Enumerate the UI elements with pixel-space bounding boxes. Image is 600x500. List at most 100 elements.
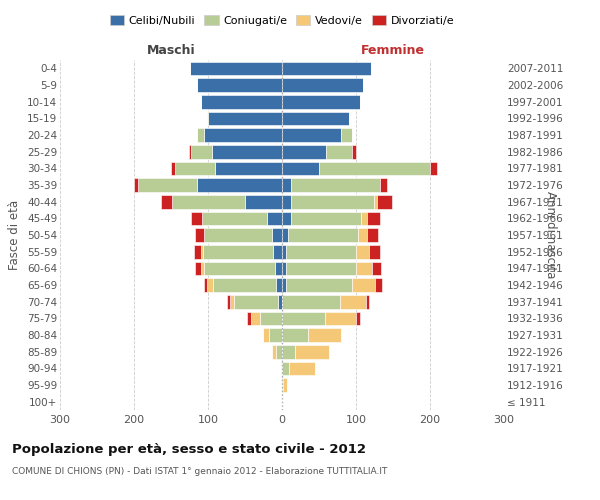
Bar (365, 295, 370, 308)
Bar (282, 95, 360, 108)
Bar (291, 195, 374, 208)
Bar (171, 162, 175, 175)
Bar (245, 195, 282, 208)
Bar (269, 328, 282, 342)
Bar (380, 178, 387, 192)
Bar (374, 195, 377, 208)
Bar (326, 145, 352, 158)
Bar (202, 212, 267, 225)
Bar (204, 262, 275, 275)
Bar (291, 178, 380, 192)
Bar (172, 195, 245, 208)
Bar (161, 195, 172, 208)
Bar (291, 212, 361, 225)
Bar (251, 312, 260, 325)
Bar (275, 262, 282, 275)
Bar (374, 278, 382, 292)
Bar (194, 262, 200, 275)
Bar (227, 295, 230, 308)
Bar (230, 295, 234, 308)
Bar (272, 345, 276, 358)
Bar (325, 312, 356, 325)
Bar (377, 195, 392, 208)
Bar (207, 278, 213, 292)
Bar (234, 295, 278, 308)
Bar (282, 278, 286, 292)
Bar (282, 195, 291, 208)
Bar (278, 295, 282, 308)
Bar (206, 112, 208, 125)
Bar (203, 228, 272, 242)
Bar (212, 145, 282, 158)
Bar (260, 312, 282, 325)
Bar (282, 212, 291, 225)
Text: Maschi: Maschi (146, 44, 196, 57)
Bar (282, 345, 295, 358)
Bar (134, 178, 138, 192)
Text: COMUNE DI CHIONS (PN) - Dati ISTAT 1° gennaio 2012 - Elaborazione TUTTITALIA.IT: COMUNE DI CHIONS (PN) - Dati ISTAT 1° ge… (12, 468, 388, 476)
Bar (358, 228, 367, 242)
Bar (356, 245, 370, 258)
Bar (200, 95, 282, 108)
Bar (282, 112, 349, 125)
Bar (215, 162, 282, 175)
Bar (282, 128, 341, 142)
Y-axis label: Fasce di età: Fasce di età (8, 200, 22, 270)
Bar (286, 245, 356, 258)
Bar (190, 62, 282, 75)
Bar (189, 145, 191, 158)
Bar (367, 212, 380, 225)
Bar (282, 295, 340, 308)
Bar (430, 162, 437, 175)
Bar (282, 62, 371, 75)
Bar (289, 362, 316, 375)
Bar (282, 228, 288, 242)
Bar (204, 128, 282, 142)
Bar (282, 178, 291, 192)
Bar (213, 278, 276, 292)
Bar (282, 312, 325, 325)
Bar (197, 178, 282, 192)
Bar (197, 78, 282, 92)
Bar (282, 378, 283, 392)
Bar (282, 162, 319, 175)
Bar (281, 362, 282, 375)
Bar (308, 328, 341, 342)
Bar (340, 295, 365, 308)
Bar (208, 112, 282, 125)
Bar (370, 245, 380, 258)
Text: Popolazione per età, sesso e stato civile - 2012: Popolazione per età, sesso e stato civil… (12, 442, 366, 456)
Bar (203, 278, 207, 292)
Bar (282, 245, 286, 258)
Bar (352, 278, 374, 292)
Bar (282, 262, 286, 275)
Bar (175, 162, 215, 175)
Bar (361, 212, 367, 225)
Bar (263, 328, 269, 342)
Bar (194, 245, 202, 258)
Bar (202, 245, 203, 258)
Bar (276, 345, 282, 358)
Bar (286, 278, 352, 292)
Text: Femmine: Femmine (361, 44, 425, 57)
Bar (341, 128, 352, 142)
Bar (191, 212, 202, 225)
Bar (197, 128, 204, 142)
Bar (288, 228, 358, 242)
Bar (282, 328, 308, 342)
Bar (194, 228, 203, 242)
Bar (247, 312, 251, 325)
Bar (276, 278, 282, 292)
Bar (200, 262, 204, 275)
Bar (282, 145, 326, 158)
Bar (286, 262, 356, 275)
Bar (356, 262, 372, 275)
Bar (282, 78, 364, 92)
Legend: Celibi/Nubili, Coniugati/e, Vedovi/e, Divorziati/e: Celibi/Nubili, Coniugati/e, Vedovi/e, Di… (106, 10, 458, 30)
Bar (356, 312, 360, 325)
Bar (267, 212, 282, 225)
Bar (272, 228, 282, 242)
Bar (282, 362, 289, 375)
Bar (191, 145, 212, 158)
Bar (273, 245, 282, 258)
